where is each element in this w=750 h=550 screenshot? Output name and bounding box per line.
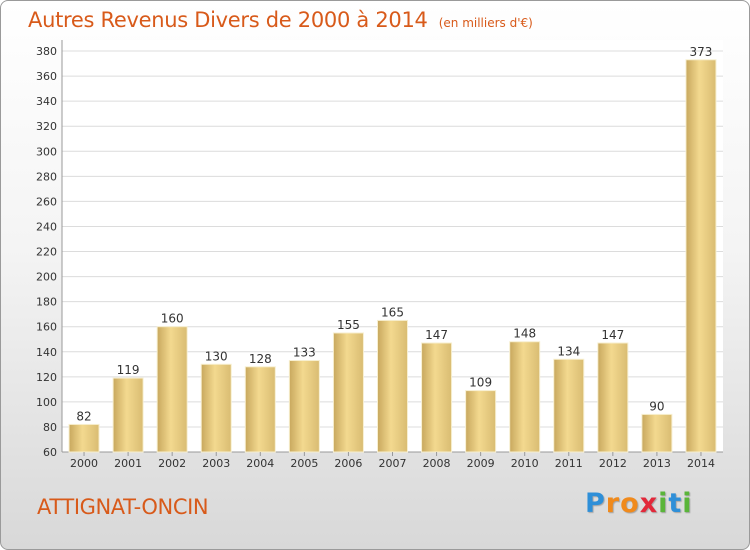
logo-letter: x — [639, 488, 659, 519]
x-tick-label: 2014 — [687, 457, 715, 470]
x-tick-label: 2010 — [511, 457, 539, 470]
bar — [641, 413, 673, 453]
x-tick-label: 2003 — [202, 457, 230, 470]
bar — [685, 59, 717, 453]
x-tick-label: 2007 — [379, 457, 407, 470]
x-tick-label: 2011 — [555, 457, 583, 470]
y-tick-label: 200 — [36, 271, 57, 284]
logo-letter: r — [605, 488, 621, 519]
bar — [112, 377, 144, 453]
y-tick-label: 100 — [36, 396, 57, 409]
logo-letter: t — [668, 488, 683, 519]
data-label: 155 — [337, 318, 360, 332]
data-label: 82 — [76, 409, 91, 423]
logo-letter: o — [620, 488, 640, 519]
y-tick-label: 80 — [43, 421, 57, 434]
bar — [553, 358, 585, 453]
bar — [68, 423, 100, 453]
y-tick-label: 240 — [36, 220, 57, 233]
x-tick-label: 2006 — [334, 457, 362, 470]
x-tick-label: 2013 — [643, 457, 671, 470]
data-label: 165 — [381, 305, 404, 319]
chart-title: Autres Revenus Divers de 2000 à 2014 — [28, 8, 428, 32]
y-tick-label: 120 — [36, 371, 57, 384]
bar — [288, 360, 320, 453]
bar — [156, 326, 188, 453]
bar — [421, 342, 453, 453]
y-tick-label: 160 — [36, 321, 57, 334]
data-label: 130 — [205, 349, 228, 363]
data-label: 147 — [601, 328, 624, 342]
data-label: 148 — [513, 327, 536, 341]
chart-title-block: Autres Revenus Divers de 2000 à 2014 (en… — [28, 8, 533, 32]
data-label: 134 — [557, 344, 580, 358]
y-tick-label: 180 — [36, 296, 57, 309]
logo-letter: i — [682, 488, 693, 519]
data-label: 147 — [425, 328, 448, 342]
x-tick-label: 2001 — [114, 457, 142, 470]
data-label: 373 — [690, 45, 713, 59]
y-tick-label: 140 — [36, 346, 57, 359]
data-label: 109 — [469, 376, 492, 390]
bar — [332, 332, 364, 453]
data-label: 128 — [249, 352, 272, 366]
y-tick-label: 340 — [36, 95, 57, 108]
proxiti-logo: Proxiti — [585, 488, 693, 519]
logo-letter: P — [585, 488, 606, 519]
x-tick-label: 2002 — [158, 457, 186, 470]
data-label: 119 — [117, 363, 140, 377]
location-name: ATTIGNAT-ONCIN — [37, 495, 209, 519]
bar — [509, 341, 541, 453]
data-label: 133 — [293, 346, 316, 360]
chart-subtitle: (en milliers d'€) — [438, 16, 533, 30]
y-tick-label: 300 — [36, 145, 57, 158]
bar — [200, 363, 232, 453]
logo-letter: i — [658, 488, 669, 519]
x-tick-label: 2012 — [599, 457, 627, 470]
x-tick-label: 2009 — [467, 457, 495, 470]
y-tick-label: 260 — [36, 195, 57, 208]
bar — [465, 390, 497, 453]
x-tick-label: 2008 — [423, 457, 451, 470]
data-label: 90 — [649, 399, 664, 413]
y-tick-label: 220 — [36, 246, 57, 259]
bar — [377, 319, 408, 453]
x-tick-label: 2000 — [70, 457, 98, 470]
bar — [244, 366, 276, 453]
bar — [597, 342, 629, 453]
y-tick-label: 280 — [36, 170, 57, 183]
y-tick-label: 320 — [36, 120, 57, 133]
y-tick-label: 360 — [36, 70, 57, 83]
data-label: 160 — [161, 312, 184, 326]
x-tick-label: 2004 — [246, 457, 274, 470]
y-tick-label: 380 — [36, 45, 57, 58]
x-tick-label: 2005 — [290, 457, 318, 470]
y-tick-label: 60 — [43, 446, 57, 459]
